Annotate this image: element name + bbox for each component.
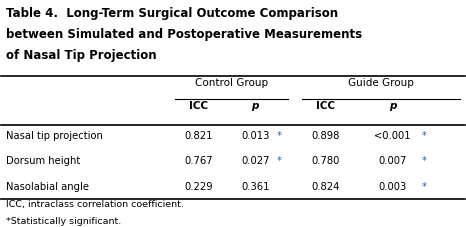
Text: 0.824: 0.824	[311, 182, 340, 192]
Text: Nasal tip projection: Nasal tip projection	[6, 131, 103, 141]
Text: ICC, intraclass correlation coefficient.: ICC, intraclass correlation coefficient.	[6, 200, 184, 209]
Text: 0.003: 0.003	[379, 182, 407, 192]
Text: *: *	[277, 131, 282, 141]
Text: of Nasal Tip Projection: of Nasal Tip Projection	[6, 49, 157, 62]
Text: 0.361: 0.361	[241, 182, 269, 192]
Text: 0.229: 0.229	[184, 182, 212, 192]
Text: *: *	[422, 182, 427, 192]
Text: 0.780: 0.780	[311, 156, 340, 166]
Text: 0.898: 0.898	[311, 131, 340, 141]
Text: Control Group: Control Group	[195, 78, 268, 88]
Text: between Simulated and Postoperative Measurements: between Simulated and Postoperative Meas…	[6, 28, 362, 41]
Text: Dorsum height: Dorsum height	[6, 156, 80, 166]
Text: 0.007: 0.007	[378, 156, 407, 166]
Text: *: *	[277, 156, 282, 166]
Text: *Statistically significant.: *Statistically significant.	[6, 217, 121, 226]
Text: 0.821: 0.821	[184, 131, 212, 141]
Text: Guide Group: Guide Group	[348, 78, 414, 88]
Text: p: p	[252, 101, 259, 111]
Text: *: *	[422, 156, 427, 166]
Text: p: p	[389, 101, 397, 111]
Text: <0.001: <0.001	[375, 131, 411, 141]
Text: ICC: ICC	[189, 101, 208, 111]
Text: 0.767: 0.767	[184, 156, 212, 166]
Text: Table 4.  Long-Term Surgical Outcome Comparison: Table 4. Long-Term Surgical Outcome Comp…	[6, 7, 338, 20]
Text: Nasolabial angle: Nasolabial angle	[6, 182, 89, 192]
Text: *: *	[422, 131, 427, 141]
Text: ICC: ICC	[316, 101, 335, 111]
Text: 0.027: 0.027	[241, 156, 269, 166]
Text: 0.013: 0.013	[241, 131, 269, 141]
